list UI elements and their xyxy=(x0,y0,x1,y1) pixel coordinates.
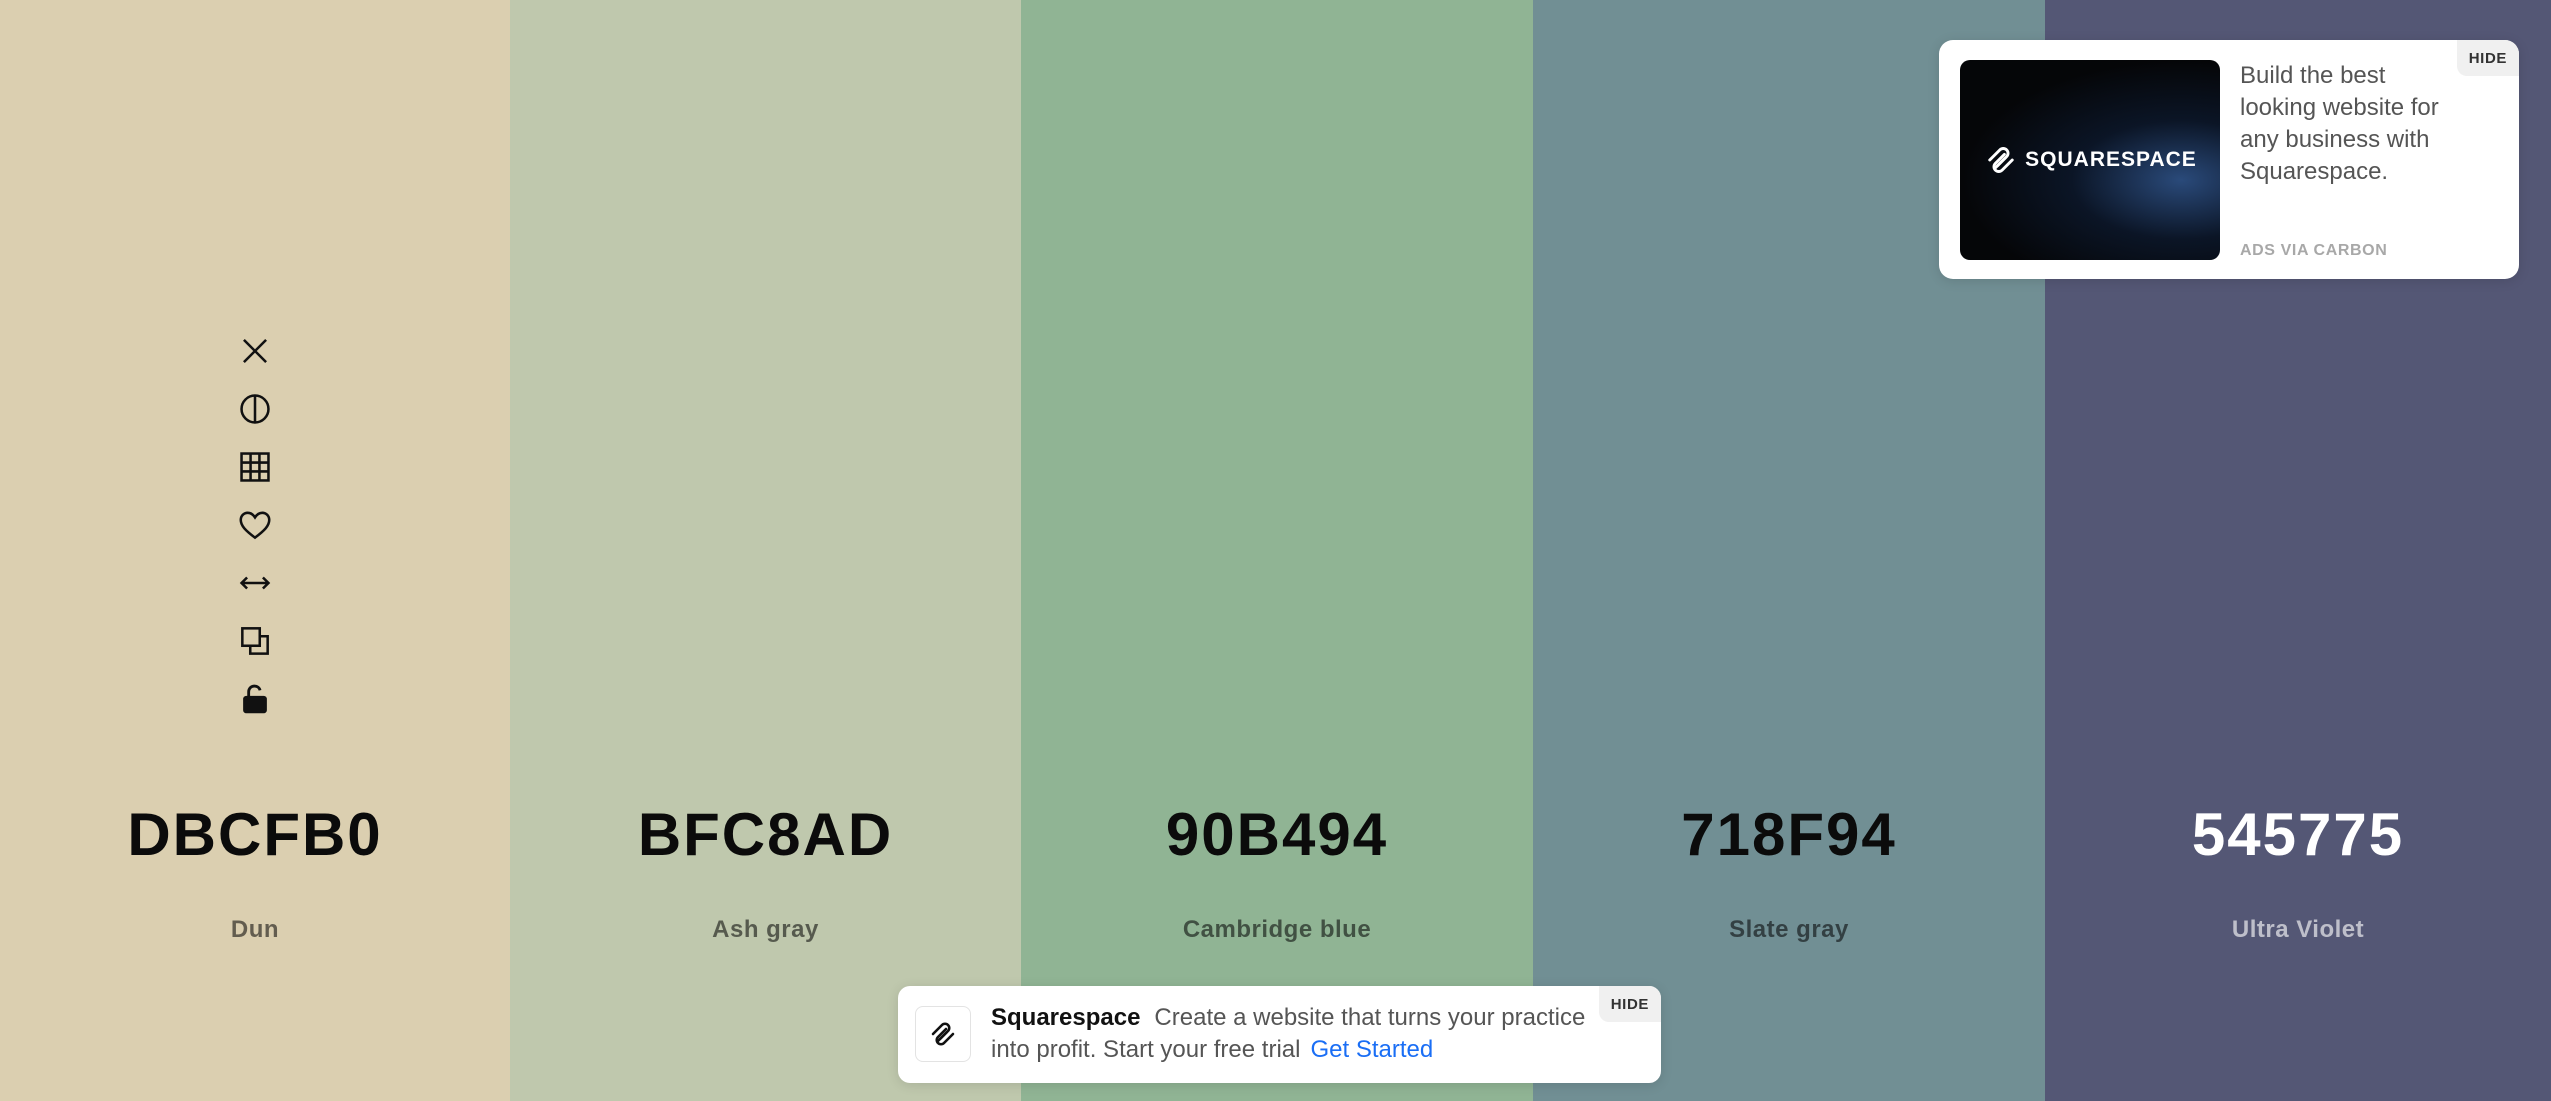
hide-banner-button[interactable]: HIDE xyxy=(1598,986,1661,1022)
bottom-ad-banner[interactable]: Squarespace Create a website that turns y… xyxy=(898,986,1661,1083)
carbon-ad-card[interactable]: SQUARESPACE Build the best looking websi… xyxy=(1939,40,2519,279)
heart-icon xyxy=(239,511,271,540)
ad-logo[interactable] xyxy=(915,1006,971,1062)
color-hex-5[interactable]: 545775 xyxy=(2191,801,2405,868)
lock-button[interactable] xyxy=(232,676,278,722)
color-hex-3[interactable]: 90B494 xyxy=(1165,801,1389,868)
grid-button[interactable] xyxy=(232,444,278,490)
color-hex-2[interactable]: BFC8AD xyxy=(637,801,894,868)
color-hex-4[interactable]: 718F94 xyxy=(1681,801,1897,868)
squarespace-icon xyxy=(1988,147,2014,173)
ad-brand: SQUARESPACE xyxy=(2025,148,2197,171)
ad-description[interactable]: Build the best looking website for any b… xyxy=(2240,62,2439,185)
color-name-5: Ultra Violet xyxy=(2231,916,2365,943)
color-name-2: Ash gray xyxy=(712,916,819,943)
color-name-4: Slate gray xyxy=(1729,916,1849,943)
half-circle-icon xyxy=(240,394,270,424)
ad-text: Create a website that turns your practic… xyxy=(991,1004,1586,1063)
color-hex-1[interactable]: DBCFB0 xyxy=(127,801,383,868)
arrows-horizontal-icon xyxy=(239,576,271,590)
ad-message: Squarespace Create a website that turns y… xyxy=(991,1002,1591,1066)
ad-brand-name: Squarespace xyxy=(991,1004,1141,1031)
color-name-3: Cambridge blue xyxy=(1182,916,1372,943)
color-swatch-2[interactable]: BFC8AD Ash gray xyxy=(510,0,1021,1101)
color-swatch-3[interactable]: 90B494 Cambridge blue xyxy=(1021,0,1533,1101)
view-shades-button[interactable] xyxy=(232,386,278,432)
lock-open-icon xyxy=(243,684,267,714)
remove-color-button[interactable] xyxy=(232,328,278,374)
color-name-1: Dun xyxy=(230,916,280,943)
ads-via-carbon-link[interactable]: ADS VIA CARBON xyxy=(2240,242,2388,259)
squarespace-logo: SQUARESPACE xyxy=(1983,142,2197,178)
hide-ad-button[interactable]: HIDE xyxy=(2456,40,2519,76)
close-icon xyxy=(243,339,267,363)
color-swatch-1[interactable]: DBCFB0 Dun xyxy=(0,0,510,1101)
favorite-button[interactable] xyxy=(232,502,278,548)
ad-image[interactable]: SQUARESPACE xyxy=(1960,60,2220,260)
copy-button[interactable] xyxy=(232,618,278,664)
drag-handle[interactable] xyxy=(232,560,278,606)
get-started-link[interactable]: Get Started xyxy=(1310,1036,1434,1063)
swatch-toolbar xyxy=(232,328,278,734)
grid-icon xyxy=(240,452,270,482)
squarespace-icon xyxy=(931,1022,955,1046)
copy-icon xyxy=(241,627,269,655)
